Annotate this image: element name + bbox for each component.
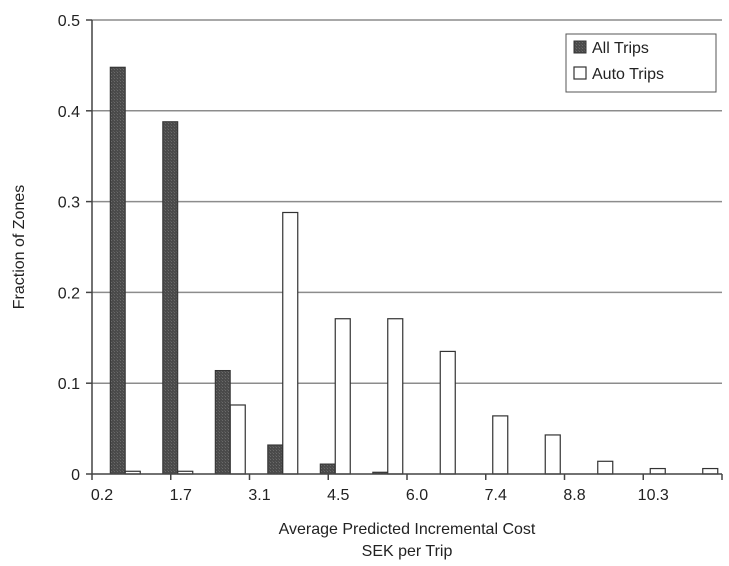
bar-auto-trips [439, 350, 456, 475]
bar-all-trips [214, 369, 231, 475]
bar-auto-trips [492, 415, 509, 475]
x-tick-label: 10.3 [638, 487, 669, 504]
bars [109, 66, 719, 475]
y-tick-label: 0.4 [58, 104, 80, 121]
y-tick-label: 0.2 [58, 285, 80, 302]
x-axis-title-line-1: Average Predicted Incremental Cost [279, 521, 536, 538]
y-tick-label: 0.5 [58, 13, 80, 30]
x-tick-label: 1.7 [170, 487, 192, 504]
x-tick-labels: 0.2 1.7 3.1 4.5 6.0 7.4 8.8 10.3 [91, 474, 723, 504]
legend-box [565, 33, 717, 93]
bar-all-trips [267, 444, 284, 475]
bar-all-trips [319, 463, 336, 475]
x-tick-label: 0.2 [91, 487, 113, 504]
bar-all-trips [109, 66, 126, 475]
legend-swatch-all-trips [573, 40, 587, 54]
legend-label-auto-trips: Auto Trips [592, 66, 664, 83]
y-tick-label: 0 [71, 467, 80, 484]
bar-auto-trips [544, 434, 561, 475]
bar-auto-trips [387, 318, 404, 475]
bar-all-trips [162, 121, 179, 475]
x-tick-label: 3.1 [248, 487, 270, 504]
bar-auto-trips [229, 404, 246, 475]
x-tick-label: 6.0 [406, 487, 428, 504]
y-tick-labels: 0 0.1 0.2 0.3 0.4 0.5 [58, 13, 92, 484]
legend-label-all-trips: All Trips [592, 40, 649, 57]
legend-swatch-auto-trips [573, 66, 587, 80]
y-tick-label: 0.3 [58, 195, 80, 212]
x-tick-label: 7.4 [485, 487, 507, 504]
y-axis-title: Fraction of Zones [11, 185, 28, 310]
x-tick-label: 4.5 [327, 487, 349, 504]
bar-auto-trips [334, 318, 351, 475]
bar-auto-trips [649, 467, 666, 475]
x-tick-label: 8.8 [563, 487, 585, 504]
bar-auto-trips [597, 460, 614, 475]
bar-auto-trips [282, 211, 299, 475]
x-axis-title-line-2: SEK per Trip [362, 543, 453, 560]
legend: All Trips Auto Trips [565, 33, 717, 93]
y-tick-label: 0.1 [58, 376, 80, 393]
y-gridlines [92, 19, 722, 384]
bar-auto-trips [702, 467, 719, 475]
